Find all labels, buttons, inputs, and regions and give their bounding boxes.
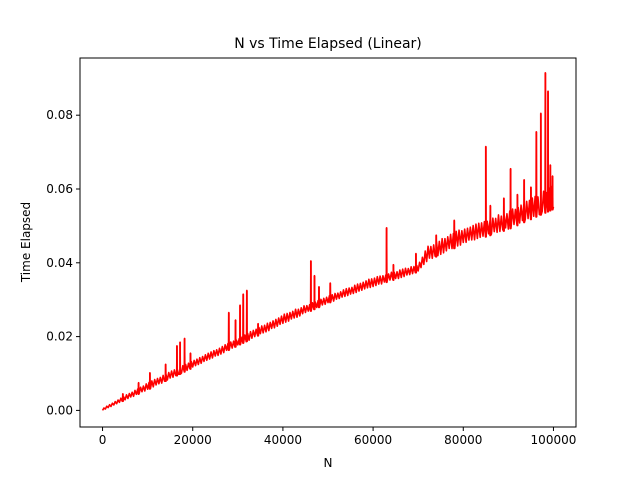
x-tick-label: 100000	[531, 433, 577, 447]
y-tick-label: 0.04	[46, 256, 73, 270]
y-tick-label: 0.02	[46, 330, 73, 344]
x-axis: 0 20000 40000 60000 80000 100000	[99, 427, 577, 447]
axes-frame	[79, 57, 577, 428]
y-tick-label: 0.08	[46, 108, 73, 122]
y-axis-title: Time Elapsed	[19, 202, 33, 283]
x-tick-label: 40000	[264, 433, 302, 447]
x-tick-label: 0	[99, 433, 107, 447]
chart-title: N vs Time Elapsed (Linear)	[234, 36, 422, 52]
y-axis: 0.00 0.02 0.04 0.06 0.08	[46, 108, 80, 417]
x-tick-label: 80000	[444, 433, 482, 447]
x-tick-label: 60000	[354, 433, 392, 447]
x-axis-title: N	[324, 456, 333, 470]
series-0	[101, 71, 555, 411]
x-tick-label: 20000	[174, 433, 212, 447]
y-tick-label: 0.00	[46, 403, 73, 417]
y-tick-label: 0.06	[46, 182, 73, 196]
plot-area	[101, 71, 555, 411]
